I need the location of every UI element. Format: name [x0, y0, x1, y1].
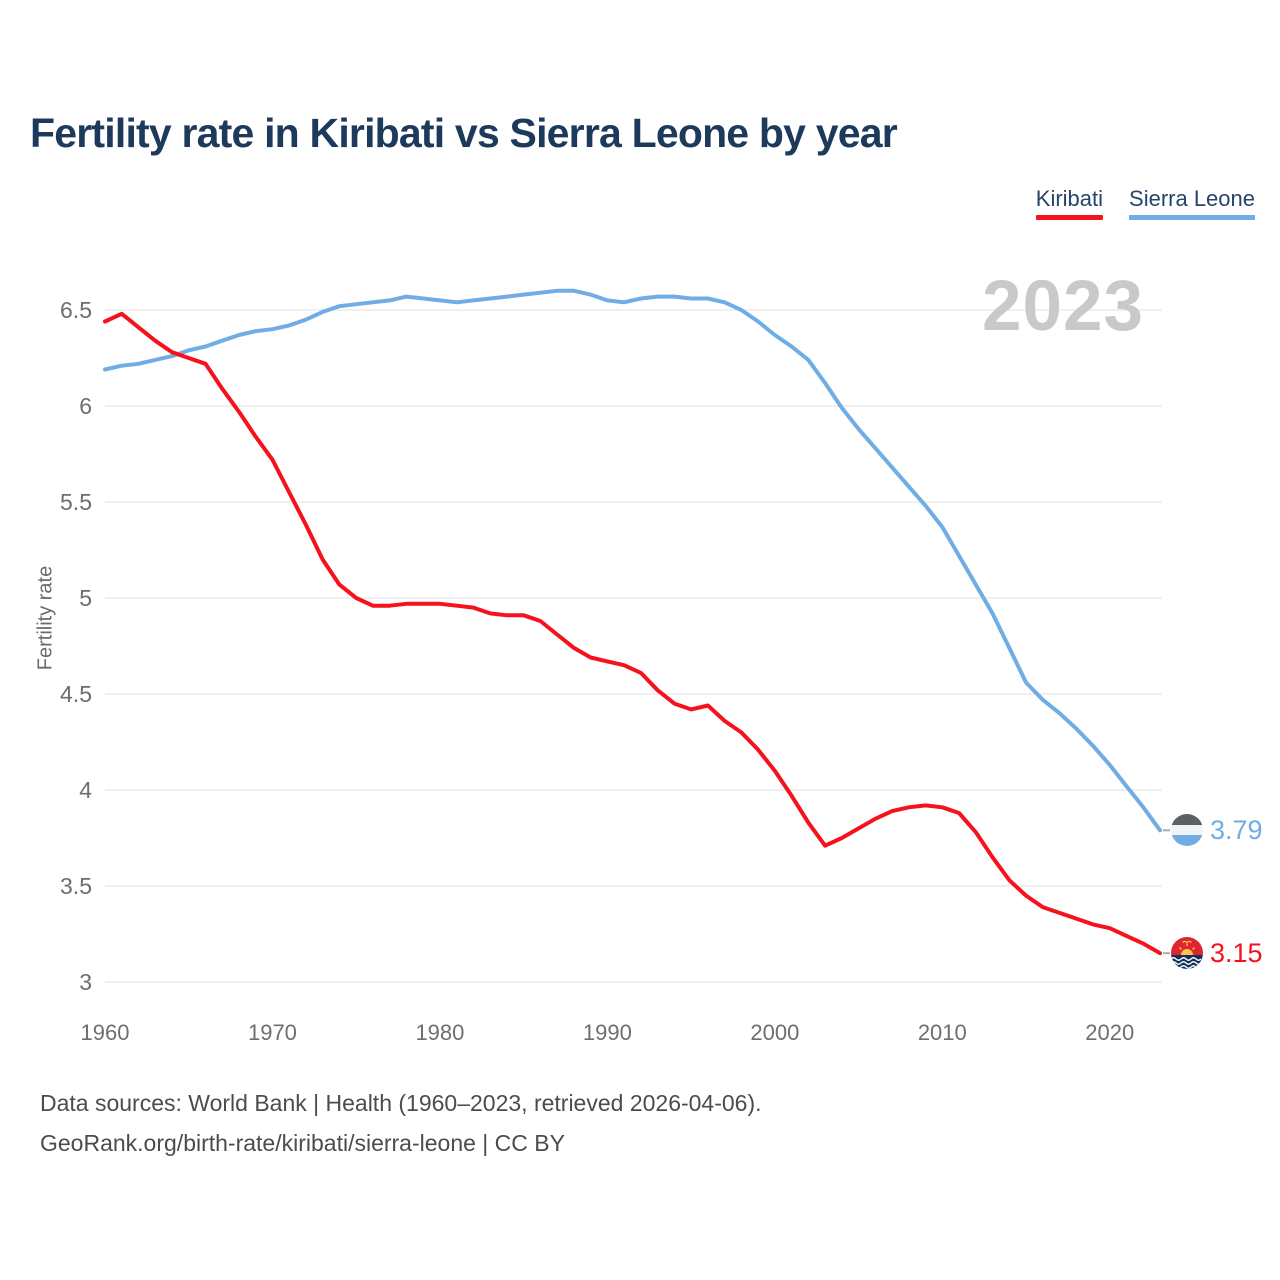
x-tick-label: 1970 — [248, 1020, 297, 1045]
y-tick-label: 5 — [79, 585, 92, 611]
x-tick-label: 1980 — [415, 1020, 464, 1045]
legend-label-kiribati: Kiribati — [1035, 186, 1104, 211]
legend-swatch-kiribati — [1035, 215, 1104, 220]
y-tick-label: 5.5 — [60, 489, 92, 515]
y-axis-tick-labels: 3 3.5 4 4.5 5 5.5 6 6.5 — [60, 297, 92, 995]
y-tick-label: 6 — [79, 393, 92, 419]
watermark-year: 2023 — [982, 267, 1144, 346]
legend-item-sierra-leone[interactable]: Sierra Leone — [1129, 186, 1255, 220]
x-tick-label: 2000 — [750, 1020, 799, 1045]
y-axis-title: Fertility rate — [34, 565, 57, 671]
legend-item-kiribati[interactable]: Kiribati — [1035, 186, 1104, 220]
x-tick-label: 2010 — [918, 1020, 967, 1045]
end-label-sierra-leone: 3.79 — [1171, 814, 1263, 847]
page-title: Fertility rate in Kiribati vs Sierra Leo… — [30, 110, 898, 156]
gridlines — [105, 309, 1162, 983]
kiribati-flag-icon — [1171, 937, 1203, 970]
end-label-kiribati: 3.15 — [1171, 937, 1263, 970]
x-tick-label: 1990 — [583, 1020, 632, 1045]
x-tick-label: 2020 — [1085, 1020, 1134, 1045]
legend-swatch-sierra-leone — [1129, 215, 1255, 220]
legend-label-sierra-leone: Sierra Leone — [1129, 186, 1255, 211]
series-line-sierra-leone — [103, 288, 1162, 833]
y-tick-label: 6.5 — [60, 297, 92, 323]
series-line-kiribati — [103, 311, 1162, 956]
footer-source-line: Data sources: World Bank | Health (1960–… — [40, 1090, 762, 1116]
end-value-sierra-leone: 3.79 — [1210, 814, 1263, 845]
y-tick-label: 4.5 — [60, 681, 92, 707]
end-value-kiribati: 3.15 — [1210, 937, 1263, 968]
y-tick-label: 4 — [79, 777, 92, 803]
footer-link-line: GeoRank.org/birth-rate/kiribati/sierra-l… — [40, 1130, 565, 1156]
x-axis-tick-labels: 1960 1970 1980 1990 2000 2010 2020 — [81, 1020, 1135, 1045]
sierra-leone-flag-icon — [1171, 814, 1203, 847]
plot-area: 3 3.5 4 4.5 5 5.5 6 6.5 1960 1970 1980 1990 2000 201… — [60, 288, 1170, 1045]
y-tick-label: 3 — [79, 969, 92, 995]
y-tick-label: 3.5 — [60, 873, 92, 899]
legend: Kiribati Sierra Leone — [1035, 186, 1255, 220]
x-tick-label: 1960 — [81, 1020, 130, 1045]
series-lines — [103, 288, 1170, 956]
